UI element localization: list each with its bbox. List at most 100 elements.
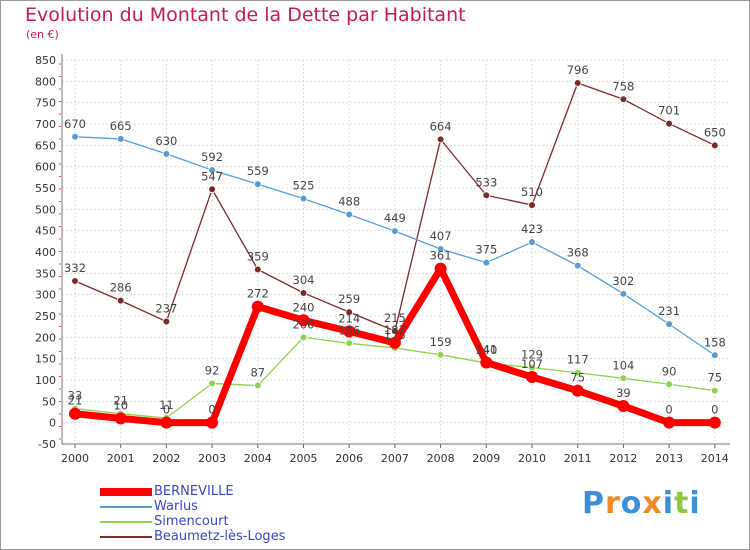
data-point	[434, 262, 447, 275]
data-label: 33	[68, 389, 83, 403]
data-label: 10	[113, 398, 128, 412]
data-point	[71, 133, 79, 141]
y-tick-label: 600	[35, 161, 56, 174]
legend-item: Beaumetz-lès-Loges	[100, 529, 360, 544]
data-point	[436, 135, 445, 144]
data-label: 302	[612, 274, 634, 288]
y-tick-label: 100	[35, 374, 56, 387]
data-point	[253, 180, 262, 188]
y-tick-label: 400	[35, 246, 56, 259]
brand-letter: t	[674, 486, 690, 521]
data-label: 525	[293, 179, 315, 193]
data-point	[436, 351, 445, 359]
data-label: 231	[658, 304, 680, 318]
x-tick-label: 2009	[472, 452, 500, 465]
data-point	[162, 150, 171, 158]
data-label: 665	[110, 119, 132, 133]
data-label: 0	[163, 403, 170, 417]
data-label: 758	[612, 79, 634, 93]
legend-swatch	[100, 535, 152, 538]
y-tick-label: 300	[35, 289, 56, 302]
x-tick-label: 2010	[518, 452, 546, 465]
data-point	[665, 380, 673, 389]
data-label: 361	[430, 249, 452, 263]
y-tick-label: 150	[35, 353, 56, 366]
y-tick-label: -50	[38, 438, 56, 451]
x-tick-label: 2014	[701, 452, 729, 465]
data-label: 87	[250, 366, 265, 380]
data-label: 11	[159, 398, 174, 412]
y-tick-label: 350	[35, 267, 56, 280]
legend-label: Beaumetz-lès-Loges	[154, 529, 286, 544]
data-point	[436, 245, 445, 253]
data-label: 407	[430, 229, 452, 243]
y-tick-label: 850	[35, 54, 56, 67]
data-point	[710, 141, 719, 150]
y-tick-label: 700	[35, 118, 56, 131]
data-label: 75	[707, 371, 722, 385]
data-label: 359	[247, 249, 269, 263]
data-label: 449	[384, 211, 406, 225]
x-tick-label: 2007	[381, 452, 409, 465]
data-point	[617, 400, 630, 413]
data-label: 630	[155, 134, 177, 148]
legend-swatch	[100, 505, 152, 508]
data-label: 0	[665, 403, 672, 417]
data-label: 21	[68, 394, 83, 408]
data-label: 187	[384, 323, 406, 337]
data-label: 186	[338, 323, 360, 337]
data-label: 39	[616, 386, 631, 400]
data-point	[619, 374, 628, 383]
data-label: 423	[521, 222, 543, 236]
legend-item: BERNEVILLE	[100, 484, 360, 499]
brand-letter: i	[662, 486, 675, 521]
x-tick-label: 2006	[335, 452, 363, 465]
x-tick-label: 2008	[427, 452, 455, 465]
x-tick-label: 2011	[564, 452, 592, 465]
data-point	[710, 386, 719, 395]
data-point	[573, 261, 582, 270]
data-point	[297, 314, 310, 327]
data-point	[345, 210, 354, 219]
y-tick-label: 450	[35, 225, 56, 238]
data-point	[160, 416, 173, 429]
data-point	[573, 368, 582, 377]
data-label: 240	[293, 300, 315, 314]
legend: BERNEVILLE Warlus Simencourt Beaumetz-lès-L…	[100, 484, 360, 544]
y-tick-label: 50	[42, 395, 56, 408]
legend-swatch	[100, 520, 152, 523]
data-point	[71, 277, 79, 285]
data-label: 375	[475, 243, 497, 257]
data-point	[69, 407, 81, 420]
y-tick-label: 800	[35, 75, 56, 88]
data-point	[480, 356, 493, 369]
x-tick-label: 2003	[198, 452, 226, 465]
data-label: 159	[430, 335, 452, 349]
data-label: 796	[567, 63, 589, 77]
data-point	[482, 258, 491, 267]
data-label: 140	[475, 343, 497, 357]
data-point	[114, 412, 127, 425]
data-point	[391, 227, 399, 235]
data-point	[619, 95, 628, 104]
data-point	[208, 185, 216, 194]
y-tick-label: 750	[35, 97, 56, 110]
data-point	[345, 308, 354, 316]
data-point	[253, 265, 262, 274]
data-label: 332	[64, 261, 86, 275]
data-label: 90	[662, 364, 677, 378]
data-label: 200	[293, 317, 315, 331]
data-label: 547	[201, 169, 223, 183]
data-point	[528, 201, 536, 209]
legend-item: Warlus	[100, 499, 360, 514]
y-tick-label: 650	[35, 139, 56, 152]
data-point	[299, 194, 308, 203]
data-label: 701	[658, 104, 680, 118]
data-point	[116, 135, 125, 143]
data-point	[665, 320, 673, 328]
legend-label: BERNEVILLE	[154, 484, 234, 499]
x-tick-label: 2004	[244, 452, 272, 465]
data-point	[388, 336, 401, 349]
data-label: 286	[110, 281, 132, 295]
